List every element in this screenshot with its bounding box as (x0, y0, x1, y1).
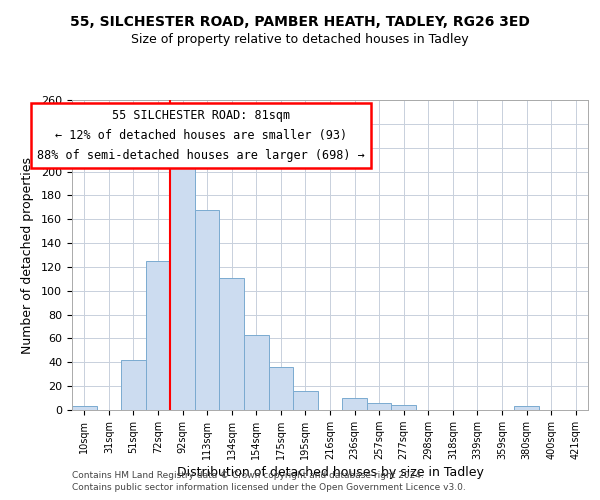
Text: Size of property relative to detached houses in Tadley: Size of property relative to detached ho… (131, 32, 469, 46)
Bar (72, 406, 97, 410)
Bar (391, 405, 416, 410)
Bar (146, 261, 170, 410)
Text: 55, SILCHESTER ROAD, PAMBER HEATH, TADLEY, RG26 3ED: 55, SILCHESTER ROAD, PAMBER HEATH, TADLE… (70, 15, 530, 29)
Text: Contains HM Land Registry data © Crown copyright and database right 2024.: Contains HM Land Registry data © Crown c… (72, 471, 424, 480)
Bar (367, 403, 391, 410)
Text: 55 SILCHESTER ROAD: 81sqm
← 12% of detached houses are smaller (93)
88% of semi-: 55 SILCHESTER ROAD: 81sqm ← 12% of detac… (37, 110, 365, 162)
Bar (244, 335, 269, 410)
Text: Contains public sector information licensed under the Open Government Licence v3: Contains public sector information licen… (72, 484, 466, 492)
Bar (342, 398, 367, 410)
Y-axis label: Number of detached properties: Number of detached properties (21, 156, 34, 354)
Bar (195, 210, 220, 410)
Bar (121, 360, 146, 410)
Bar (514, 406, 539, 410)
X-axis label: Distribution of detached houses by size in Tadley: Distribution of detached houses by size … (176, 466, 484, 479)
Bar (293, 391, 318, 410)
Bar (170, 167, 195, 410)
Bar (269, 367, 293, 410)
Bar (220, 278, 244, 410)
